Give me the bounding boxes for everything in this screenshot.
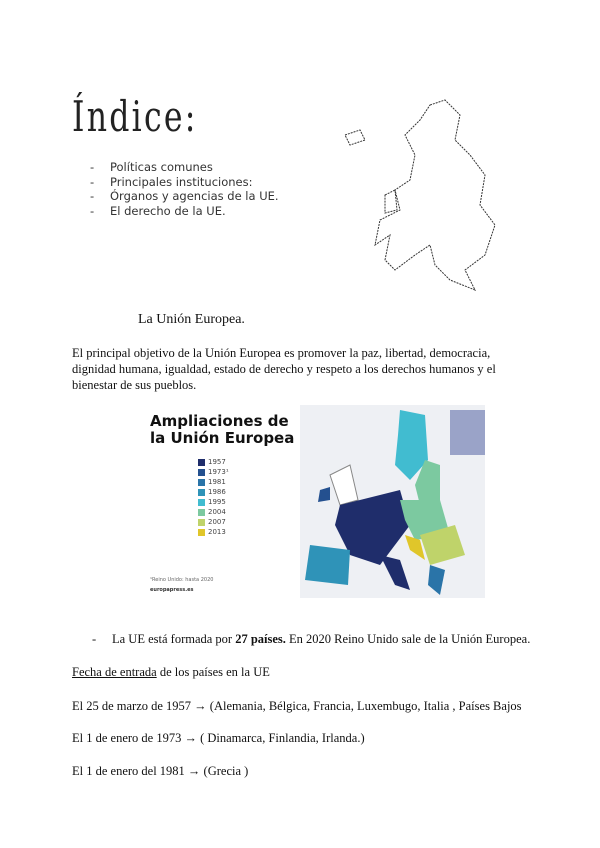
legend-label: 1957 [208,458,226,466]
legend-swatch [198,488,205,496]
legend-item: 2007 [198,517,229,527]
index-title: Índice: [72,92,198,141]
legend-label: 2007 [208,518,226,526]
europe-outline-map [344,99,496,291]
eu-enlargement-figure: Ampliaciones de la Unión Europea 1957 1973… [140,405,485,598]
legend-item: 1986 [198,487,229,497]
legend-swatch [198,528,205,536]
section-subtitle: La Unión Europea. [138,312,245,327]
legend-label: 2004 [208,508,226,516]
index-item: Políticas comunes [90,160,279,175]
legend-item: 1995 [198,497,229,507]
legend-label: 1981 [208,478,226,486]
eu-enlargement-map [300,405,485,598]
legend-swatch [198,478,205,486]
index-item: Órganos y agencias de la UE. [90,189,279,204]
index-item: Principales instituciones: [90,175,279,190]
legend-swatch [198,498,205,506]
legend-label: 1973¹ [208,468,229,476]
legend-item: 1973¹ [198,467,229,477]
index-list: Políticas comunes Principales institucio… [90,160,279,218]
legend-label: 2013 [208,528,226,536]
source-logo: europapress.es [150,587,194,593]
legend-swatch [198,458,205,466]
date-entry: El 25 de marzo de 1957 → (Alemania, Bélg… [72,699,522,713]
figure-legend: 1957 1973¹ 1981 1986 1995 2004 2007 2013 [198,457,229,537]
legend-item: 1957 [198,457,229,467]
legend-item: 1981 [198,477,229,487]
dates-heading: Fecha de entrada de los países en la UE [72,665,270,679]
figure-title: Ampliaciones de la Unión Europea [150,412,295,447]
legend-label: 1995 [208,498,226,506]
legend-swatch [198,508,205,516]
legend-label: 1986 [208,488,226,496]
legend-swatch [198,468,205,476]
figure-footnote: ¹Reino Unido: hasta 2020 [150,577,214,583]
legend-swatch [198,518,205,526]
index-item: El derecho de la UE. [90,204,279,219]
legend-item: 2013 [198,527,229,537]
bullet-line: - La UE está formada por 27 países. En 20… [92,632,531,646]
objective-paragraph: El principal objetivo de la Unión Europe… [72,346,496,392]
date-entry: El 1 de enero del 1981 → (Grecia ) [72,764,249,778]
date-entry: El 1 de enero de 1973 → ( Dinamarca, Fin… [72,731,365,745]
legend-item: 2004 [198,507,229,517]
